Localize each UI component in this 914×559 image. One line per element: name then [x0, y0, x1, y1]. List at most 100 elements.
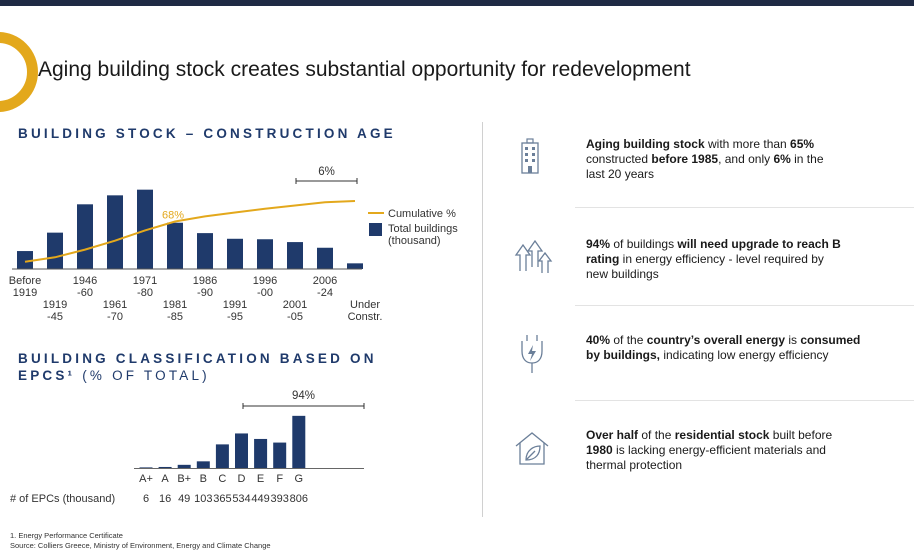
epc-bar-2 — [177, 464, 191, 468]
bar-10 — [317, 247, 333, 269]
highlight-bold-segment: rating — [586, 252, 620, 266]
highlight-segment: built before — [769, 428, 833, 442]
highlight-separator — [575, 400, 914, 401]
epc-bar-5 — [235, 433, 248, 468]
epc-value-2: 49 — [178, 493, 190, 505]
highlight-line: Over half of the residential stock built… — [586, 428, 914, 443]
footnote: 1. Energy Performance Certificate — [10, 531, 123, 540]
epc-category-2: B+ — [177, 473, 191, 485]
chart1-title: BUILDING STOCK – CONSTRUCTION AGE — [18, 126, 396, 141]
category-label-3-line2: -70 — [107, 311, 123, 323]
epc-bar-0 — [139, 467, 153, 468]
epc-category-1: A — [161, 473, 169, 485]
highlight-segment: in energy efficiency - level required by — [619, 252, 824, 266]
category-label-7-line1: 1991 — [223, 299, 247, 311]
epc-value-5: 534 — [232, 493, 250, 505]
highlight-text: 40% of the country’s overall energy is c… — [586, 333, 914, 363]
category-label-5-line2: -85 — [167, 311, 183, 323]
legend-label-unit: (thousand) — [388, 235, 441, 247]
highlight-segment: with more than — [704, 137, 791, 151]
highlight-text: Over half of the residential stock built… — [586, 428, 914, 473]
epc-category-0: A+ — [139, 473, 153, 485]
bar-5 — [167, 222, 183, 269]
cumulative-annotation: 68% — [162, 209, 184, 221]
epc-value-3: 103 — [194, 493, 212, 505]
highlight-separator — [575, 207, 914, 208]
epc-value-7: 393 — [271, 493, 289, 505]
highlight-bold-segment: Aging building stock — [586, 137, 705, 151]
epc-bar-1 — [158, 466, 172, 468]
epc-bar-6 — [254, 438, 268, 468]
category-label-0-line1: Before — [9, 275, 41, 287]
category-label-5-line1: 1981 — [163, 299, 187, 311]
upgrade-arrows-icon — [512, 237, 556, 281]
highlight-bold-segment: consumed — [800, 333, 861, 347]
highlight-line: Aging building stock with more than 65% — [586, 137, 914, 152]
epc-bar-3 — [196, 461, 210, 468]
highlight-line: constructed before 1985, and only 6% in … — [586, 152, 914, 167]
category-label-11-line2: Constr. — [348, 311, 383, 323]
epc-value-1: 16 — [159, 493, 171, 505]
bar-0 — [17, 251, 33, 269]
category-label-0-line2: 1919 — [13, 287, 37, 299]
highlight-segment: of the — [610, 333, 647, 347]
category-label-9-line1: 2001 — [283, 299, 307, 311]
highlight-segment: , and only — [718, 152, 774, 166]
highlight-segment: indicating low energy efficiency — [660, 348, 829, 362]
legend-bar-swatch — [369, 223, 382, 236]
epc-value-4: 365 — [213, 493, 231, 505]
building-icon — [512, 137, 556, 181]
source-note: Source: Colliers Greece, Ministry of Env… — [10, 541, 271, 550]
category-label-9-line2: -05 — [287, 311, 303, 323]
legend-label-cumulative: Cumulative % — [388, 208, 456, 220]
category-label-3-line1: 1961 — [103, 299, 127, 311]
highlight-segment: of buildings — [610, 237, 678, 251]
chart2-title: BUILDING CLASSIFICATION BASED ON — [18, 351, 377, 366]
category-label-10-line1: 2006 — [313, 275, 337, 287]
category-label-1-line1: 1919 — [43, 299, 67, 311]
category-label-6-line1: 1986 — [193, 275, 217, 287]
chart2-title-epcs: EPCS¹ — [18, 368, 76, 383]
highlight-segment: in the — [790, 152, 824, 166]
bar-1 — [47, 232, 63, 269]
legend-label-total: Total buildings — [388, 223, 458, 235]
cumulative-line — [24, 200, 356, 263]
bracket-label: 6% — [318, 166, 335, 178]
category-label-10-line2: -24 — [317, 287, 333, 299]
highlight-segment: of the — [638, 428, 675, 442]
highlight-bold-segment: residential stock — [674, 428, 770, 442]
bar-2 — [77, 204, 93, 269]
highlight-bold-segment: country’s overall energy — [646, 333, 786, 347]
construction-age-chart: 68%6%Before19191919-451946-601961-701971… — [9, 166, 458, 323]
category-label-1-line2: -45 — [47, 311, 63, 323]
bar-9 — [287, 242, 303, 269]
highlight-segment: last 20 years — [586, 167, 655, 181]
bar-11 — [347, 263, 363, 269]
epc-category-6: E — [257, 473, 264, 485]
highlight-line: by buildings, indicating low energy effi… — [586, 348, 914, 363]
epc-category-3: B — [200, 473, 207, 485]
highlight-bold-segment: before 1985 — [651, 152, 719, 166]
bar-6 — [197, 233, 213, 269]
category-label-6-line2: -90 — [197, 287, 213, 299]
highlight-bold-segment: will need upgrade to reach B — [677, 237, 841, 251]
highlight-bold-segment: Over half — [586, 428, 639, 442]
highlight-text: 94% of buildings will need upgrade to re… — [586, 237, 914, 282]
epc-category-5: D — [238, 473, 246, 485]
category-label-4-line2: -80 — [137, 287, 153, 299]
highlight-line: 40% of the country’s overall energy is c… — [586, 333, 914, 348]
chart2-title-line2: EPCS¹ (% OF TOTAL) — [18, 367, 210, 384]
highlight-separator — [575, 305, 914, 306]
epc-row-label: # of EPCs (thousand) — [10, 493, 115, 505]
highlight-segment: thermal protection — [586, 458, 683, 472]
category-label-2-line2: -60 — [77, 287, 93, 299]
highlight-bold-segment: 6% — [773, 152, 791, 166]
bar-4 — [137, 189, 153, 269]
category-label-2-line1: 1946 — [73, 275, 97, 287]
category-label-8-line2: -00 — [257, 287, 273, 299]
chart2-title-suffix: (% OF TOTAL) — [82, 368, 210, 383]
highlight-line: 1980 is lacking energy-efficient materia… — [586, 443, 914, 458]
category-label-8-line1: 1996 — [253, 275, 277, 287]
highlight-segment: is lacking energy-efficient materials an… — [612, 443, 826, 457]
epc-value-6: 449 — [251, 493, 269, 505]
